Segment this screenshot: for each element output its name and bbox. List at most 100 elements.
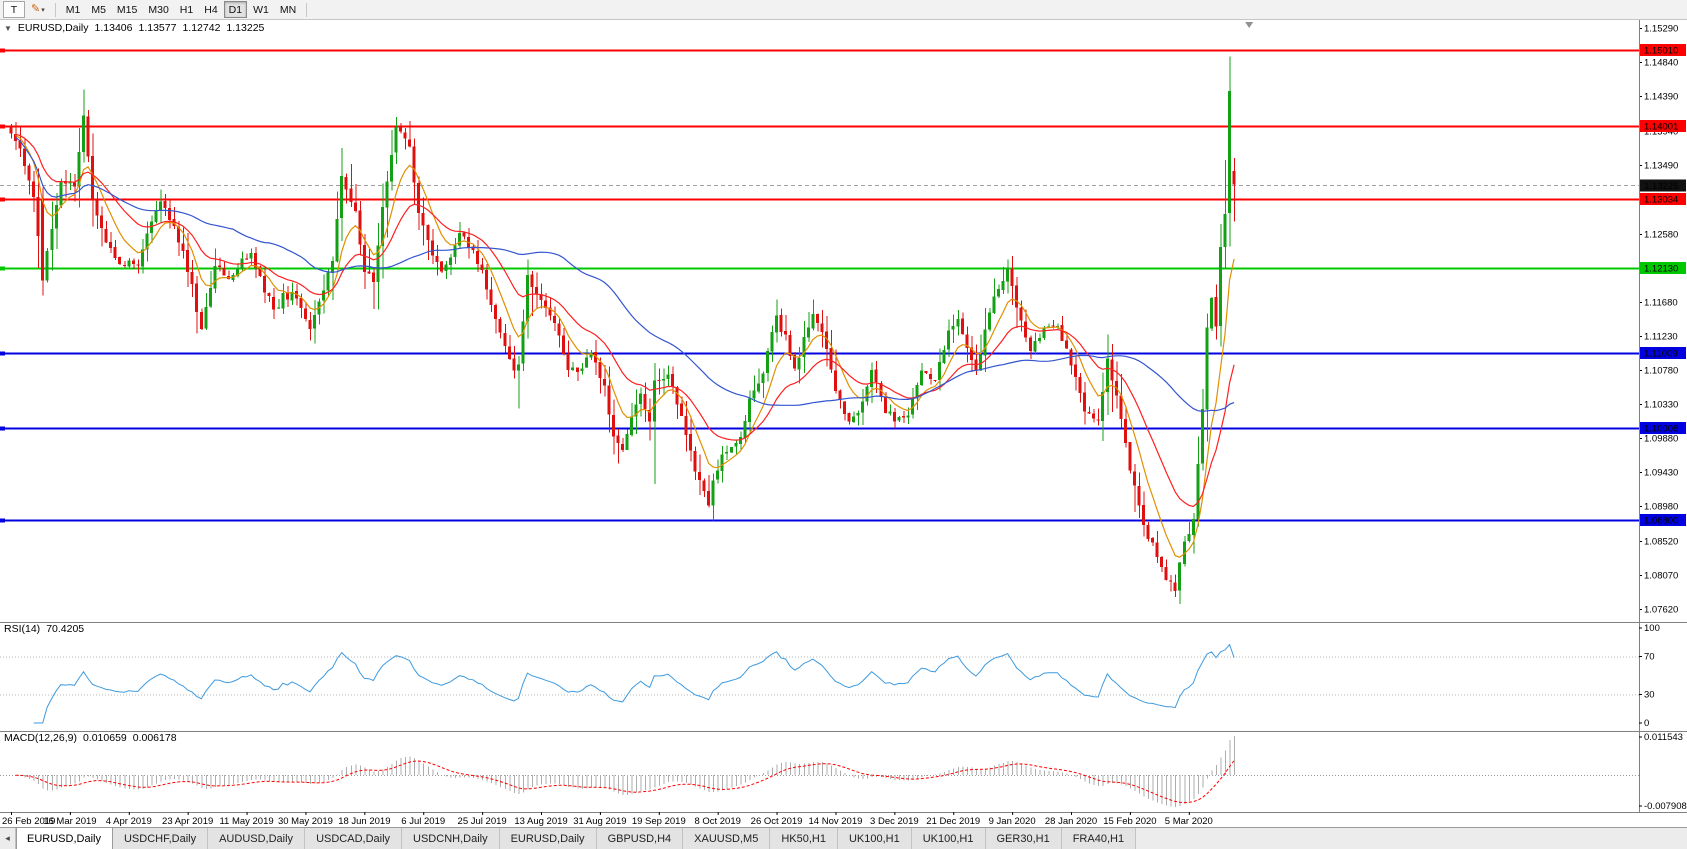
current-price-label	[1640, 179, 1686, 192]
svg-text:26 Feb 2019: 26 Feb 2019	[2, 816, 55, 827]
chart-canvas[interactable]: 1.152901.148401.143901.139401.134901.130…	[0, 20, 1687, 827]
hline-left-marker	[0, 426, 5, 431]
toolbar-separator	[306, 2, 308, 17]
svg-text:1.11009: 1.11009	[1644, 349, 1678, 360]
svg-text:15 Feb 2020: 15 Feb 2020	[1103, 816, 1156, 827]
chart-tab-label: USDCAD,Daily	[316, 832, 391, 845]
svg-text:1.14840: 1.14840	[1644, 58, 1678, 69]
chart-tab-audusd-daily[interactable]: AUDUSD,Daily	[208, 828, 306, 849]
svg-text:9 Jan 2020: 9 Jan 2020	[989, 816, 1036, 827]
chart-tab-eurusd-daily[interactable]: EURUSD,Daily	[16, 828, 113, 849]
svg-text:3 Dec 2019: 3 Dec 2019	[870, 816, 919, 827]
svg-text:1.10330: 1.10330	[1644, 400, 1678, 411]
hline-price-label[interactable]	[1640, 422, 1686, 434]
ma-ema21-line	[15, 133, 1235, 508]
svg-text:13 Aug 2019: 13 Aug 2019	[514, 816, 567, 827]
chart-tab-usdcad-daily[interactable]: USDCAD,Daily	[305, 828, 403, 849]
chart-tab-label: UK100,H1	[848, 832, 900, 845]
timeframe-button-d1[interactable]: D1	[223, 1, 248, 18]
macd-signal-line	[15, 760, 1235, 804]
chart-tab-ger30-h1[interactable]: GER30,H1	[985, 828, 1062, 849]
svg-text:1.15290: 1.15290	[1644, 24, 1678, 35]
svg-text:5 Mar 2020: 5 Mar 2020	[1165, 816, 1213, 827]
chart-tab-label: XAUUSD,M5	[694, 832, 759, 845]
svg-text:1.11680: 1.11680	[1644, 298, 1678, 309]
hline-left-marker	[0, 48, 5, 53]
svg-text:1.10008: 1.10008	[1644, 424, 1678, 435]
chart-tab-label: GER30,H1	[996, 832, 1050, 845]
timeframe-button-h4[interactable]: H4	[199, 1, 222, 18]
chart-tab-label: GBPUSD,H4	[607, 832, 672, 845]
candlesticks	[9, 56, 1236, 604]
templates-button[interactable]: T	[3, 1, 25, 18]
chart-tab-label: UK100,H1	[922, 832, 974, 845]
hline-left-marker	[0, 124, 5, 129]
chart-shift-marker	[1245, 22, 1254, 28]
color-pen-button[interactable]: ✎ ▾	[26, 1, 50, 18]
hline-left-marker	[0, 518, 5, 523]
toolbar: T ✎ ▾ M1 M5 M15 M30 H1 H4 D1 W1 MN	[0, 0, 1687, 20]
svg-text:0.011543: 0.011543	[1644, 732, 1683, 743]
timeframe-button-w1[interactable]: W1	[248, 1, 274, 18]
hline-price-label[interactable]	[1640, 514, 1686, 526]
chart-tab-eurusd-daily[interactable]: EURUSD,Daily	[499, 828, 597, 849]
svg-text:0: 0	[1644, 718, 1649, 729]
svg-text:70: 70	[1644, 652, 1655, 663]
svg-text:1.12580: 1.12580	[1644, 230, 1678, 241]
timeframe-button-m5[interactable]: M5	[86, 1, 111, 18]
horizontal-levels	[0, 48, 1639, 523]
svg-text:1.08800: 1.08800	[1644, 516, 1678, 527]
hline-price-label[interactable]	[1640, 193, 1686, 205]
hline-price-label[interactable]	[1640, 347, 1686, 359]
chart-tab-label: HK50,H1	[781, 832, 826, 845]
chart-tab-label: USDCNH,Daily	[413, 832, 488, 845]
svg-text:1.13225: 1.13225	[1644, 181, 1678, 192]
hline-price-label[interactable]	[1640, 44, 1686, 56]
svg-text:1.09880: 1.09880	[1644, 434, 1678, 445]
svg-text:19 Sep 2019: 19 Sep 2019	[632, 816, 686, 827]
svg-text:1.11230: 1.11230	[1644, 332, 1678, 343]
chart-tab-uk100-h1[interactable]: UK100,H1	[911, 828, 986, 849]
hline-price-label[interactable]	[1640, 262, 1686, 274]
chart-tab-usdcnh-daily[interactable]: USDCNH,Daily	[402, 828, 500, 849]
chart-tab-label: EURUSD,Daily	[27, 832, 101, 845]
svg-text:28 Jan 2020: 28 Jan 2020	[1045, 816, 1097, 827]
chart-tabs: EURUSD,Daily USDCHF,Daily AUDUSD,Daily USDC…	[16, 828, 1137, 849]
chart-tab-uk100-h1[interactable]: UK100,H1	[837, 828, 912, 849]
svg-text:11 May 2019: 11 May 2019	[219, 816, 273, 827]
timeframe-button-m15[interactable]: M15	[112, 1, 142, 18]
svg-text:1.14390: 1.14390	[1644, 92, 1678, 103]
svg-text:30: 30	[1644, 690, 1655, 701]
hline-left-marker	[0, 197, 5, 202]
chart-tab-label: FRA40,H1	[1072, 832, 1125, 845]
triangle-left-icon: ◂	[5, 833, 10, 843]
svg-text:4 Apr 2019: 4 Apr 2019	[106, 816, 152, 827]
hline-price-label[interactable]	[1640, 120, 1686, 132]
svg-text:1.12130: 1.12130	[1644, 264, 1678, 275]
svg-text:6 Jul 2019: 6 Jul 2019	[401, 816, 445, 827]
chart-tab-hk50-h1[interactable]: HK50,H1	[770, 828, 838, 849]
hline-left-marker	[0, 351, 5, 356]
chevron-down-icon: ▾	[41, 6, 45, 14]
svg-text:1.08980: 1.08980	[1644, 502, 1678, 513]
tab-scroll-left-button[interactable]: ◂	[0, 828, 16, 849]
chart-tab-fra40-h1[interactable]: FRA40,H1	[1061, 828, 1137, 849]
toolbar-separator	[54, 2, 56, 17]
chart-background[interactable]	[0, 20, 1687, 827]
svg-text:1.07620: 1.07620	[1644, 605, 1678, 616]
timeframe-button-h1[interactable]: H1	[175, 1, 198, 18]
svg-text:31 Aug 2019: 31 Aug 2019	[573, 816, 626, 827]
timeframe-button-m1[interactable]: M1	[61, 1, 86, 18]
svg-text:100: 100	[1644, 623, 1660, 634]
chart-tab-label: EURUSD,Daily	[510, 832, 585, 845]
chart-tab-label: AUDUSD,Daily	[219, 832, 294, 845]
svg-text:1.15010: 1.15010	[1644, 46, 1678, 57]
chart-tab-xauusd-m5[interactable]: XAUUSD,M5	[683, 828, 771, 849]
chart-tab-usdchf-daily[interactable]: USDCHF,Daily	[112, 828, 209, 849]
chart-tab-gbpusd-h4[interactable]: GBPUSD,H4	[596, 828, 684, 849]
timeframe-button-mn[interactable]: MN	[275, 1, 301, 18]
chart-region: 1.152901.148401.143901.139401.134901.130…	[0, 20, 1687, 827]
timeframe-button-m30[interactable]: M30	[143, 1, 173, 18]
